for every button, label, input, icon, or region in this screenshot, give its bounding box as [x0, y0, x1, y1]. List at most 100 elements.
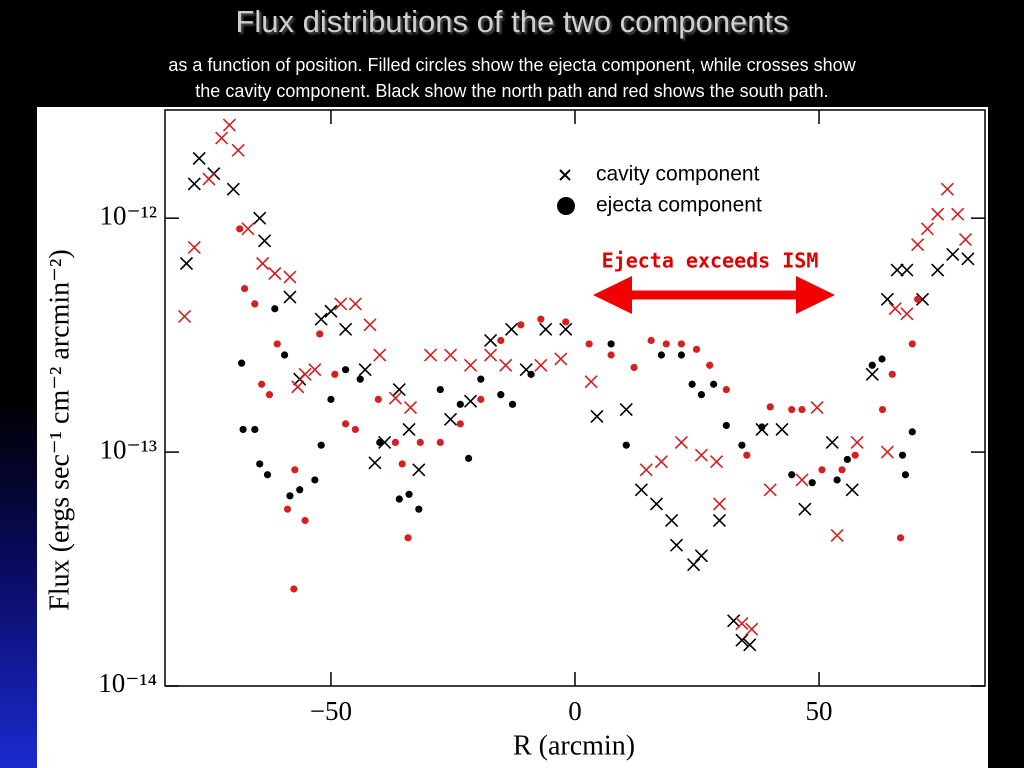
data-point: [654, 455, 668, 469]
data-point: [256, 256, 270, 271]
data-point: [590, 409, 604, 424]
data-point: [356, 375, 364, 383]
data-point: [694, 448, 708, 462]
data-point: [296, 486, 304, 494]
data-point: [236, 225, 244, 233]
data-point: [251, 425, 259, 434]
data-point: [851, 451, 859, 459]
data-point: [808, 479, 816, 487]
data-point: [314, 312, 328, 326]
data-point: [436, 385, 444, 394]
data-point: [483, 348, 498, 362]
y-tick-label: 10⁻¹²: [100, 200, 157, 230]
data-point: [677, 340, 686, 348]
data-point: [395, 495, 403, 503]
data-point: [900, 307, 914, 321]
data-point: [443, 348, 458, 362]
subtitle-line: the cavity component. Black show the nor…: [195, 81, 829, 101]
data-point: [743, 638, 757, 652]
data-point: [880, 445, 894, 459]
data-point: [810, 400, 824, 415]
data-point: [391, 438, 399, 446]
data-point: [951, 207, 965, 221]
data-point: [388, 391, 402, 405]
data-point: [463, 394, 478, 408]
data-point: [896, 534, 905, 542]
data-point: [898, 451, 907, 459]
data-point: [657, 351, 665, 359]
data-point: [456, 400, 464, 408]
data-point: [662, 340, 670, 348]
data-point: [398, 460, 406, 468]
data-point: [878, 355, 886, 363]
x-tick-label: −50: [310, 696, 352, 726]
data-point: [308, 363, 322, 377]
data-point: [351, 425, 359, 434]
data-point: [630, 363, 638, 372]
data-point: [298, 367, 312, 381]
data-point: [231, 143, 245, 157]
data-point: [251, 300, 259, 308]
data-point: [958, 233, 973, 247]
data-point: [878, 405, 887, 414]
data-point: [649, 497, 664, 511]
data-point: [202, 172, 216, 186]
data-point: [258, 234, 272, 248]
data-point: [766, 403, 774, 411]
data-point: [838, 466, 846, 474]
data-point: [931, 263, 945, 277]
data-point: [177, 309, 192, 324]
data-point: [931, 207, 945, 221]
data-point: [226, 182, 240, 196]
data-point: [712, 513, 727, 528]
data-point: [283, 270, 297, 284]
data-point: [585, 340, 593, 348]
data-point: [559, 322, 573, 336]
legend-marker: [559, 169, 571, 181]
data-point: [517, 321, 525, 329]
data-point: [253, 211, 267, 225]
data-point: [341, 420, 350, 428]
data-point: [316, 330, 324, 338]
data-point: [694, 549, 708, 563]
data-point: [265, 391, 274, 399]
data-point: [674, 435, 688, 449]
data-point: [735, 633, 749, 647]
data-point: [619, 402, 633, 417]
data-point: [911, 238, 925, 252]
data-point: [722, 421, 730, 430]
data-point: [402, 422, 416, 436]
annotation: Ejecta exceeds ISM: [602, 249, 819, 273]
data-point: [825, 435, 839, 449]
data-point: [833, 476, 841, 484]
data-point: [868, 361, 876, 369]
data-point: [392, 383, 406, 397]
data-point: [423, 348, 438, 362]
data-point: [280, 351, 289, 359]
y-axis-label: Flux (ergs sec⁻¹ cm⁻² arcmin⁻²): [44, 249, 75, 610]
data-point: [412, 463, 426, 477]
data-point: [946, 247, 960, 261]
data-point: [915, 292, 930, 306]
legend-label: cavity component: [596, 163, 760, 186]
data-point: [508, 400, 517, 408]
data-point: [241, 222, 255, 236]
data-point: [865, 367, 879, 381]
data-point: [238, 359, 246, 367]
data-point: [908, 340, 916, 348]
data-point: [368, 456, 382, 470]
data-point: [291, 380, 305, 394]
data-point: [483, 333, 498, 348]
data-point: [665, 513, 679, 528]
data-point: [775, 422, 789, 436]
plot-panel: [37, 107, 988, 768]
data-point: [706, 361, 714, 369]
data-point: [795, 473, 809, 487]
data-point: [961, 252, 975, 266]
data-point: [901, 471, 910, 479]
data-point: [456, 420, 464, 428]
data-point: [324, 304, 338, 318]
data-point: [607, 351, 615, 359]
data-point: [363, 318, 377, 332]
